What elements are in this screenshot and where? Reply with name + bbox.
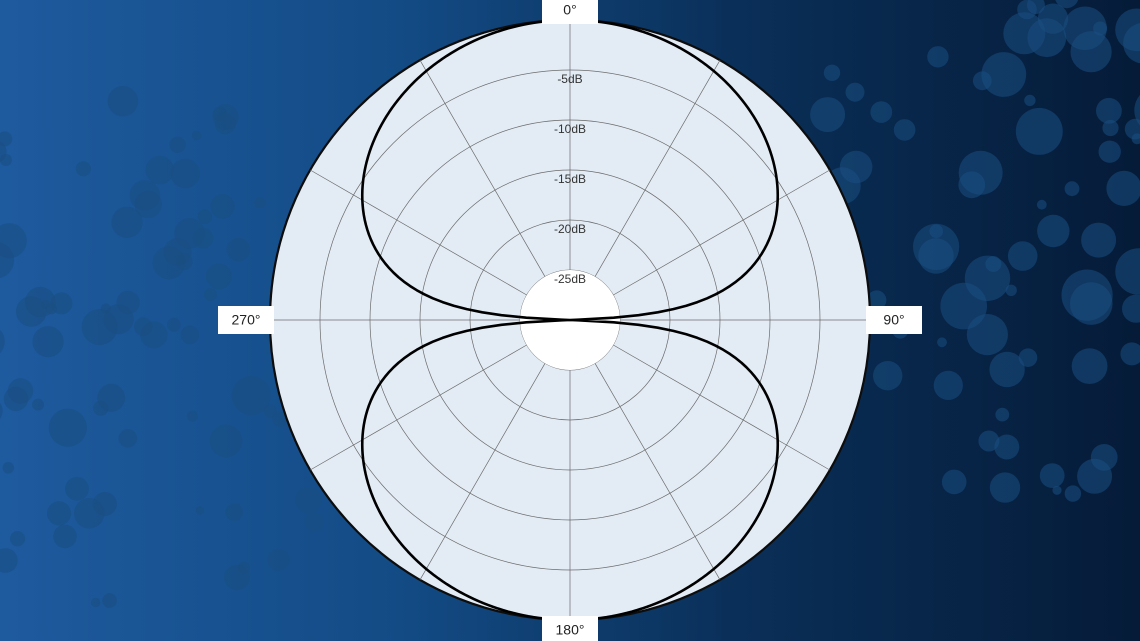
ring-label: -20dB xyxy=(554,222,586,236)
ring-label: -5dB xyxy=(557,72,582,86)
polar-chart: -5dB -10dB -15dB -20dB -25dB 0° 90° 180° 270° xyxy=(0,0,1140,641)
ring-label: -25dB xyxy=(554,272,586,286)
svg-text:0°: 0° xyxy=(563,2,576,18)
axis-label: 90° xyxy=(866,306,922,334)
svg-text:180°: 180° xyxy=(556,622,585,638)
svg-text:270°: 270° xyxy=(232,312,261,328)
ring-label: -10dB xyxy=(554,122,586,136)
polar-pattern-figure: -5dB -10dB -15dB -20dB -25dB 0° 90° 180° 270° xyxy=(0,0,1140,641)
axis-label: 0° xyxy=(542,0,598,24)
axis-label: 270° xyxy=(218,306,274,334)
axis-label: 180° xyxy=(542,616,598,641)
ring-label: -15dB xyxy=(554,172,586,186)
svg-text:90°: 90° xyxy=(883,312,904,328)
